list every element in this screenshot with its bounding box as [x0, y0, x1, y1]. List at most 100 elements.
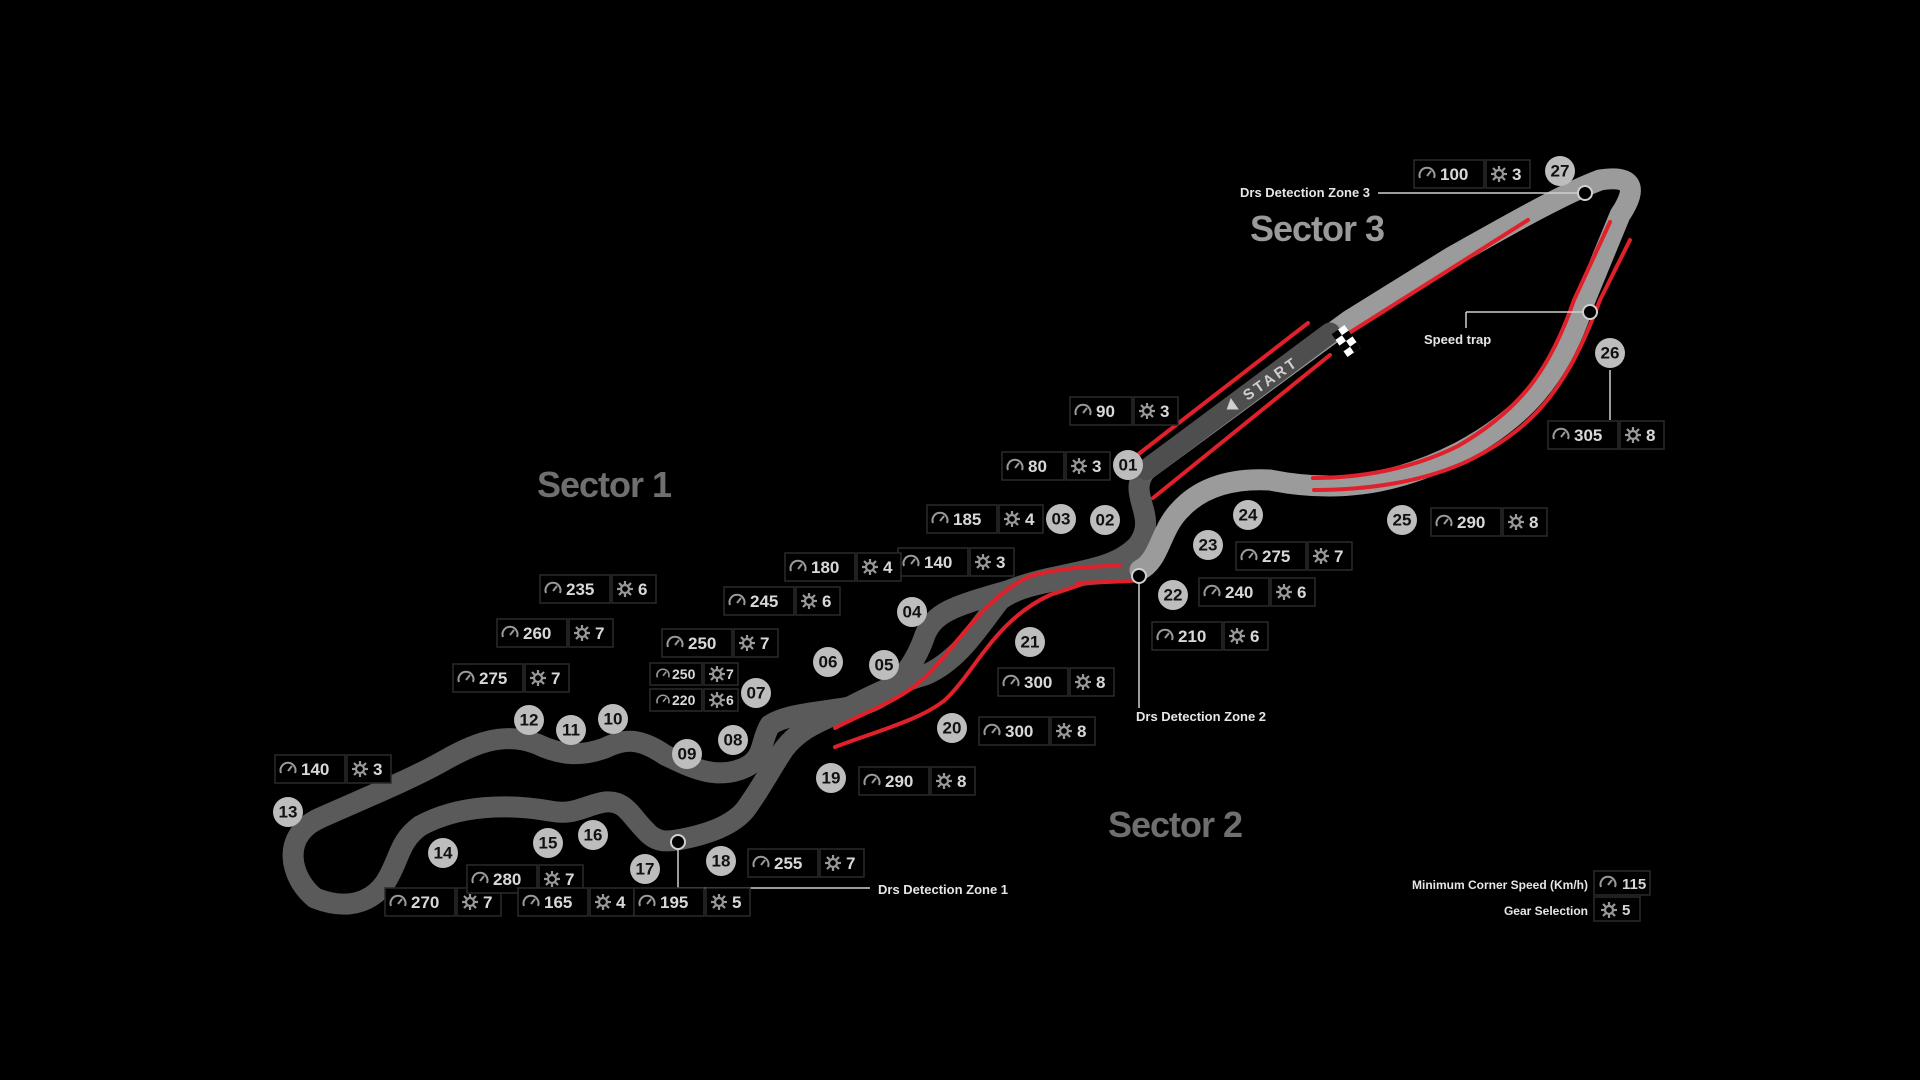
- turn-number: 11: [562, 721, 580, 740]
- turn-25: 290 8 25: [1387, 505, 1548, 537]
- turn-speed-box: [1151, 621, 1223, 651]
- turn-22: 210 6 22: [1151, 580, 1269, 651]
- turn-min-speed: 300: [1024, 673, 1052, 692]
- turn-speed-box: [997, 667, 1069, 697]
- checkered-flag-icon: [1331, 324, 1361, 358]
- drs-zone-main-upper: [1344, 218, 1530, 337]
- legend-min-speed-label: Minimum Corner Speed (Km/h): [1412, 878, 1588, 892]
- turn-gear: 3: [996, 553, 1005, 572]
- turn-number-badge: [1387, 505, 1417, 535]
- turn-number: 15: [539, 834, 558, 853]
- drs-zone-main-lower: [1151, 353, 1332, 500]
- turn-speed-box: [1069, 396, 1133, 426]
- turn-12: 275 7 12: [452, 663, 570, 735]
- turn-gear: 7: [551, 669, 560, 688]
- turn-min-speed: 290: [885, 772, 913, 791]
- turn-number: 02: [1096, 511, 1115, 530]
- turn-min-speed: 275: [1262, 547, 1290, 566]
- turn-speed-box: [539, 574, 611, 604]
- turn-gear: 8: [1646, 426, 1655, 445]
- sector-1-label: Sector 1: [537, 464, 672, 505]
- turn-min-speed: 100: [1440, 165, 1468, 184]
- turn-min-speed: 185: [953, 510, 981, 529]
- sector-3-label: Sector 3: [1250, 208, 1384, 249]
- turn-05: 180 4 05: [784, 552, 902, 680]
- turn-gear: 7: [595, 624, 604, 643]
- turn-number-badge: [1046, 504, 1076, 534]
- turn-gear: 7: [565, 870, 574, 889]
- turn-speed-box: [1430, 507, 1502, 537]
- turn-min-speed: 305: [1574, 426, 1602, 445]
- turn-number-badge: [598, 704, 628, 734]
- turn-03: 185 4 03: [926, 504, 1076, 534]
- turn-min-speed: 280: [493, 870, 521, 889]
- turn-min-speed: 235: [566, 580, 594, 599]
- turn-speed-box: [452, 663, 524, 693]
- turn-speed-box: [274, 754, 346, 784]
- turn-number-badge: [578, 820, 608, 850]
- turn-number-badge: [1545, 156, 1575, 186]
- turn-13: 140 3 13: [273, 754, 392, 827]
- turn-speed-box: [1198, 577, 1270, 607]
- turn-speed-box: [1547, 420, 1619, 450]
- turn-min-speed: 260: [523, 624, 551, 643]
- turn-gear-box: [856, 552, 902, 582]
- drs-zone-1-label: Drs Detection Zone 1: [878, 882, 1008, 897]
- turn-18: 255 7 18: [706, 846, 865, 878]
- turn-min-speed: 300: [1005, 722, 1033, 741]
- turn-speed-box: [1001, 451, 1065, 481]
- turn-number: 17: [636, 860, 655, 879]
- start-text: START: [1240, 354, 1302, 405]
- turn-gear: 8: [1077, 722, 1086, 741]
- turn-min-speed: 80: [1028, 457, 1047, 476]
- turn-number-badge: [556, 715, 586, 745]
- drs-zone-2-label: Drs Detection Zone 2: [1136, 709, 1266, 724]
- turn-gear-box: [1502, 507, 1548, 537]
- sector-2-label: Sector 2: [1108, 804, 1242, 845]
- turn-24: 275 7 24: [1233, 500, 1353, 571]
- turn-min-speed: 245: [750, 592, 778, 611]
- turn-gear: 8: [957, 772, 966, 791]
- turn-number: 13: [279, 803, 298, 822]
- turn-min-speed: 180: [811, 558, 839, 577]
- turn-gear: 6: [638, 580, 647, 599]
- turn-gear: 7: [726, 666, 734, 682]
- turn-gear: 3: [1092, 457, 1101, 476]
- turn-09: 220 6 09: [649, 688, 739, 769]
- turn-number-badge: [1595, 338, 1625, 368]
- turn-speed-box: [384, 887, 456, 917]
- turn-number: 01: [1119, 456, 1138, 475]
- turn-min-speed: 210: [1178, 627, 1206, 646]
- turn-number-badge: [718, 725, 748, 755]
- turn-number-badge: [706, 846, 736, 876]
- turn-number: 08: [724, 731, 743, 750]
- turn-speed-box: [517, 887, 589, 917]
- speed-trap-label: Speed trap: [1424, 332, 1491, 347]
- turn-07: 250 7 07: [661, 628, 779, 708]
- turn-number: 14: [434, 844, 453, 863]
- turn-number: 26: [1601, 344, 1620, 363]
- turn-speed-box: [723, 586, 795, 616]
- turn-01: 90 3 01: [1069, 396, 1179, 480]
- turn-speed-box: [858, 766, 930, 796]
- turn-gear-box: [589, 887, 635, 917]
- turn-min-speed: 195: [660, 893, 688, 912]
- turn-speed-box: [926, 504, 998, 534]
- turn-gear: 7: [1334, 547, 1343, 566]
- drs-detection-marker-1: [670, 834, 686, 850]
- turn-min-speed: 255: [774, 854, 802, 873]
- turn-04: 140 3 04: [897, 547, 1015, 627]
- turn-number-badge: [1193, 530, 1223, 560]
- legend-min-speed-value: 115: [1622, 876, 1646, 893]
- turn-gear: 6: [726, 692, 734, 708]
- speed-trap-marker: [1582, 304, 1598, 320]
- drs-markers: [670, 185, 1598, 850]
- drs-zone-3-label: Drs Detection Zone 3: [1240, 185, 1370, 200]
- turn-02: 80 3 02: [1001, 451, 1120, 535]
- turn-number: 07: [747, 684, 766, 703]
- start-arrow-icon: [1226, 398, 1239, 410]
- turn-number-badge: [1113, 450, 1143, 480]
- turn-gear: 7: [483, 893, 492, 912]
- turn-number: 12: [520, 711, 539, 730]
- turn-number: 03: [1052, 510, 1071, 529]
